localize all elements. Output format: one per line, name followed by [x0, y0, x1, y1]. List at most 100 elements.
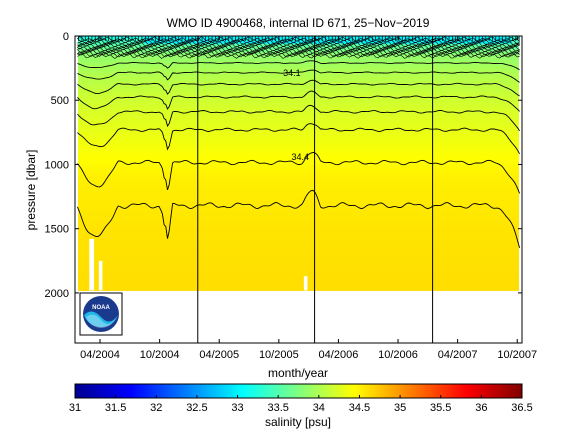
salinity-band — [78, 244, 519, 248]
surface-contour-line — [77, 47, 520, 54]
contour-label: 34.4 — [292, 152, 310, 162]
salinity-band — [78, 195, 519, 199]
salinity-band — [78, 143, 519, 148]
salinity-band — [78, 249, 519, 253]
contour-labels: 34.1 34.4 — [283, 68, 309, 162]
salinity-band — [78, 174, 519, 178]
plot-frame — [74, 35, 523, 344]
salinity-band — [78, 64, 519, 68]
salinity-band — [78, 56, 519, 60]
salinity-band — [78, 172, 519, 176]
colorbar-tick-label: 36 — [475, 402, 487, 414]
surface-contour-cluster — [77, 36, 520, 59]
x-axis-ticks: 04/2004 10/2004 04/2005 10/2005 04/2006 10/20… — [80, 36, 537, 361]
chart-title: WMO ID 4900468, internal ID 671, 25−Nov−… — [167, 16, 430, 30]
surface-contour-line — [77, 38, 520, 45]
colorbar-ticks: 31 31.5 32 32.5 33 33.5 34 34.5 35 35.5 36 36.5 — [69, 395, 533, 414]
salinity-band — [78, 151, 519, 155]
salinity-band — [78, 254, 519, 258]
surface-low-salinity-strip — [144, 36, 512, 44]
salinity-band — [78, 74, 519, 78]
salinity-band — [78, 89, 519, 94]
colorbar-label: salinity [psu] — [265, 415, 331, 429]
salinity-band — [78, 287, 519, 291]
salinity-band — [78, 167, 519, 171]
salinity-band — [78, 256, 519, 261]
salinity-band — [78, 179, 519, 184]
colorbar-tick-label: 35 — [394, 402, 406, 414]
colorbar-tick-label: 36.5 — [511, 402, 532, 414]
salinity-band — [78, 236, 519, 240]
salinity-band — [78, 182, 519, 186]
profile-gap-lines — [197, 36, 434, 343]
salinity-band — [78, 59, 519, 63]
salinity-band — [78, 53, 519, 58]
salinity-band — [78, 197, 519, 202]
salinity-band — [78, 123, 519, 127]
salinity-fill — [78, 36, 519, 291]
salinity-band — [78, 259, 519, 263]
x-tick-label: 04/2005 — [199, 349, 239, 361]
salinity-band — [78, 156, 519, 160]
salinity-band — [78, 218, 519, 222]
salinity-band — [78, 95, 519, 99]
x-tick-label: 04/2007 — [438, 349, 478, 361]
salinity-band — [78, 220, 519, 225]
salinity-band — [78, 210, 519, 214]
salinity-band — [78, 107, 519, 112]
colorbar-tick-label: 34.5 — [349, 402, 370, 414]
salinity-band — [78, 113, 519, 117]
salinity-band — [78, 241, 519, 245]
salinity-band — [78, 272, 519, 276]
salinity-band — [78, 269, 519, 273]
salinity-band — [78, 285, 519, 289]
x-tick-label: 10/2004 — [140, 349, 180, 361]
data-gap — [303, 276, 308, 291]
salinity-band — [78, 264, 519, 268]
x-tick-label: 10/2007 — [497, 349, 537, 361]
y-axis-label: pressure [dbar] — [24, 150, 38, 231]
salinity-band — [78, 213, 519, 217]
x-tick-label: 04/2006 — [319, 349, 359, 361]
salinity-band — [78, 238, 519, 243]
salinity-band — [78, 66, 519, 70]
salinity-band — [78, 97, 519, 101]
data-gap — [98, 260, 103, 291]
salinity-band — [78, 164, 519, 168]
salinity-band — [78, 131, 519, 135]
salinity-contour-line — [77, 152, 521, 194]
salinity-band — [78, 262, 519, 266]
salinity-band — [78, 79, 519, 83]
y-axis-ticks: 0 500 1000 1500 2000 — [45, 31, 522, 300]
salinity-band — [78, 46, 519, 50]
y-tick-label: 500 — [51, 95, 69, 107]
noaa-logo-text: NOAA — [92, 305, 110, 311]
salinity-band — [78, 154, 519, 158]
salinity-band — [78, 141, 519, 145]
contour-label: 34.1 — [283, 68, 301, 78]
salinity-contour-line — [77, 79, 520, 97]
y-tick-label: 2000 — [45, 288, 69, 300]
salinity-band — [78, 251, 519, 255]
x-axis-label: month/year — [268, 366, 328, 380]
salinity-band — [78, 138, 519, 142]
colorbar-tick-label: 32.5 — [186, 402, 207, 414]
salinity-contour-line — [77, 90, 520, 112]
data-gap — [89, 238, 95, 291]
salinity-contour-line — [77, 60, 520, 71]
salinity-band — [78, 187, 519, 191]
salinity-contour-line — [77, 69, 520, 83]
salinity-band — [78, 87, 519, 91]
salinity-band — [78, 228, 519, 232]
salinity-band — [78, 246, 519, 250]
salinity-band — [78, 169, 519, 173]
salinity-band — [78, 136, 519, 140]
salinity-band — [78, 226, 519, 230]
salinity-band — [78, 192, 519, 196]
salinity-band — [78, 102, 519, 106]
salinity-band — [78, 128, 519, 132]
y-tick-label: 1000 — [45, 159, 69, 171]
salinity-band — [78, 149, 519, 153]
salinity-band — [78, 277, 519, 281]
